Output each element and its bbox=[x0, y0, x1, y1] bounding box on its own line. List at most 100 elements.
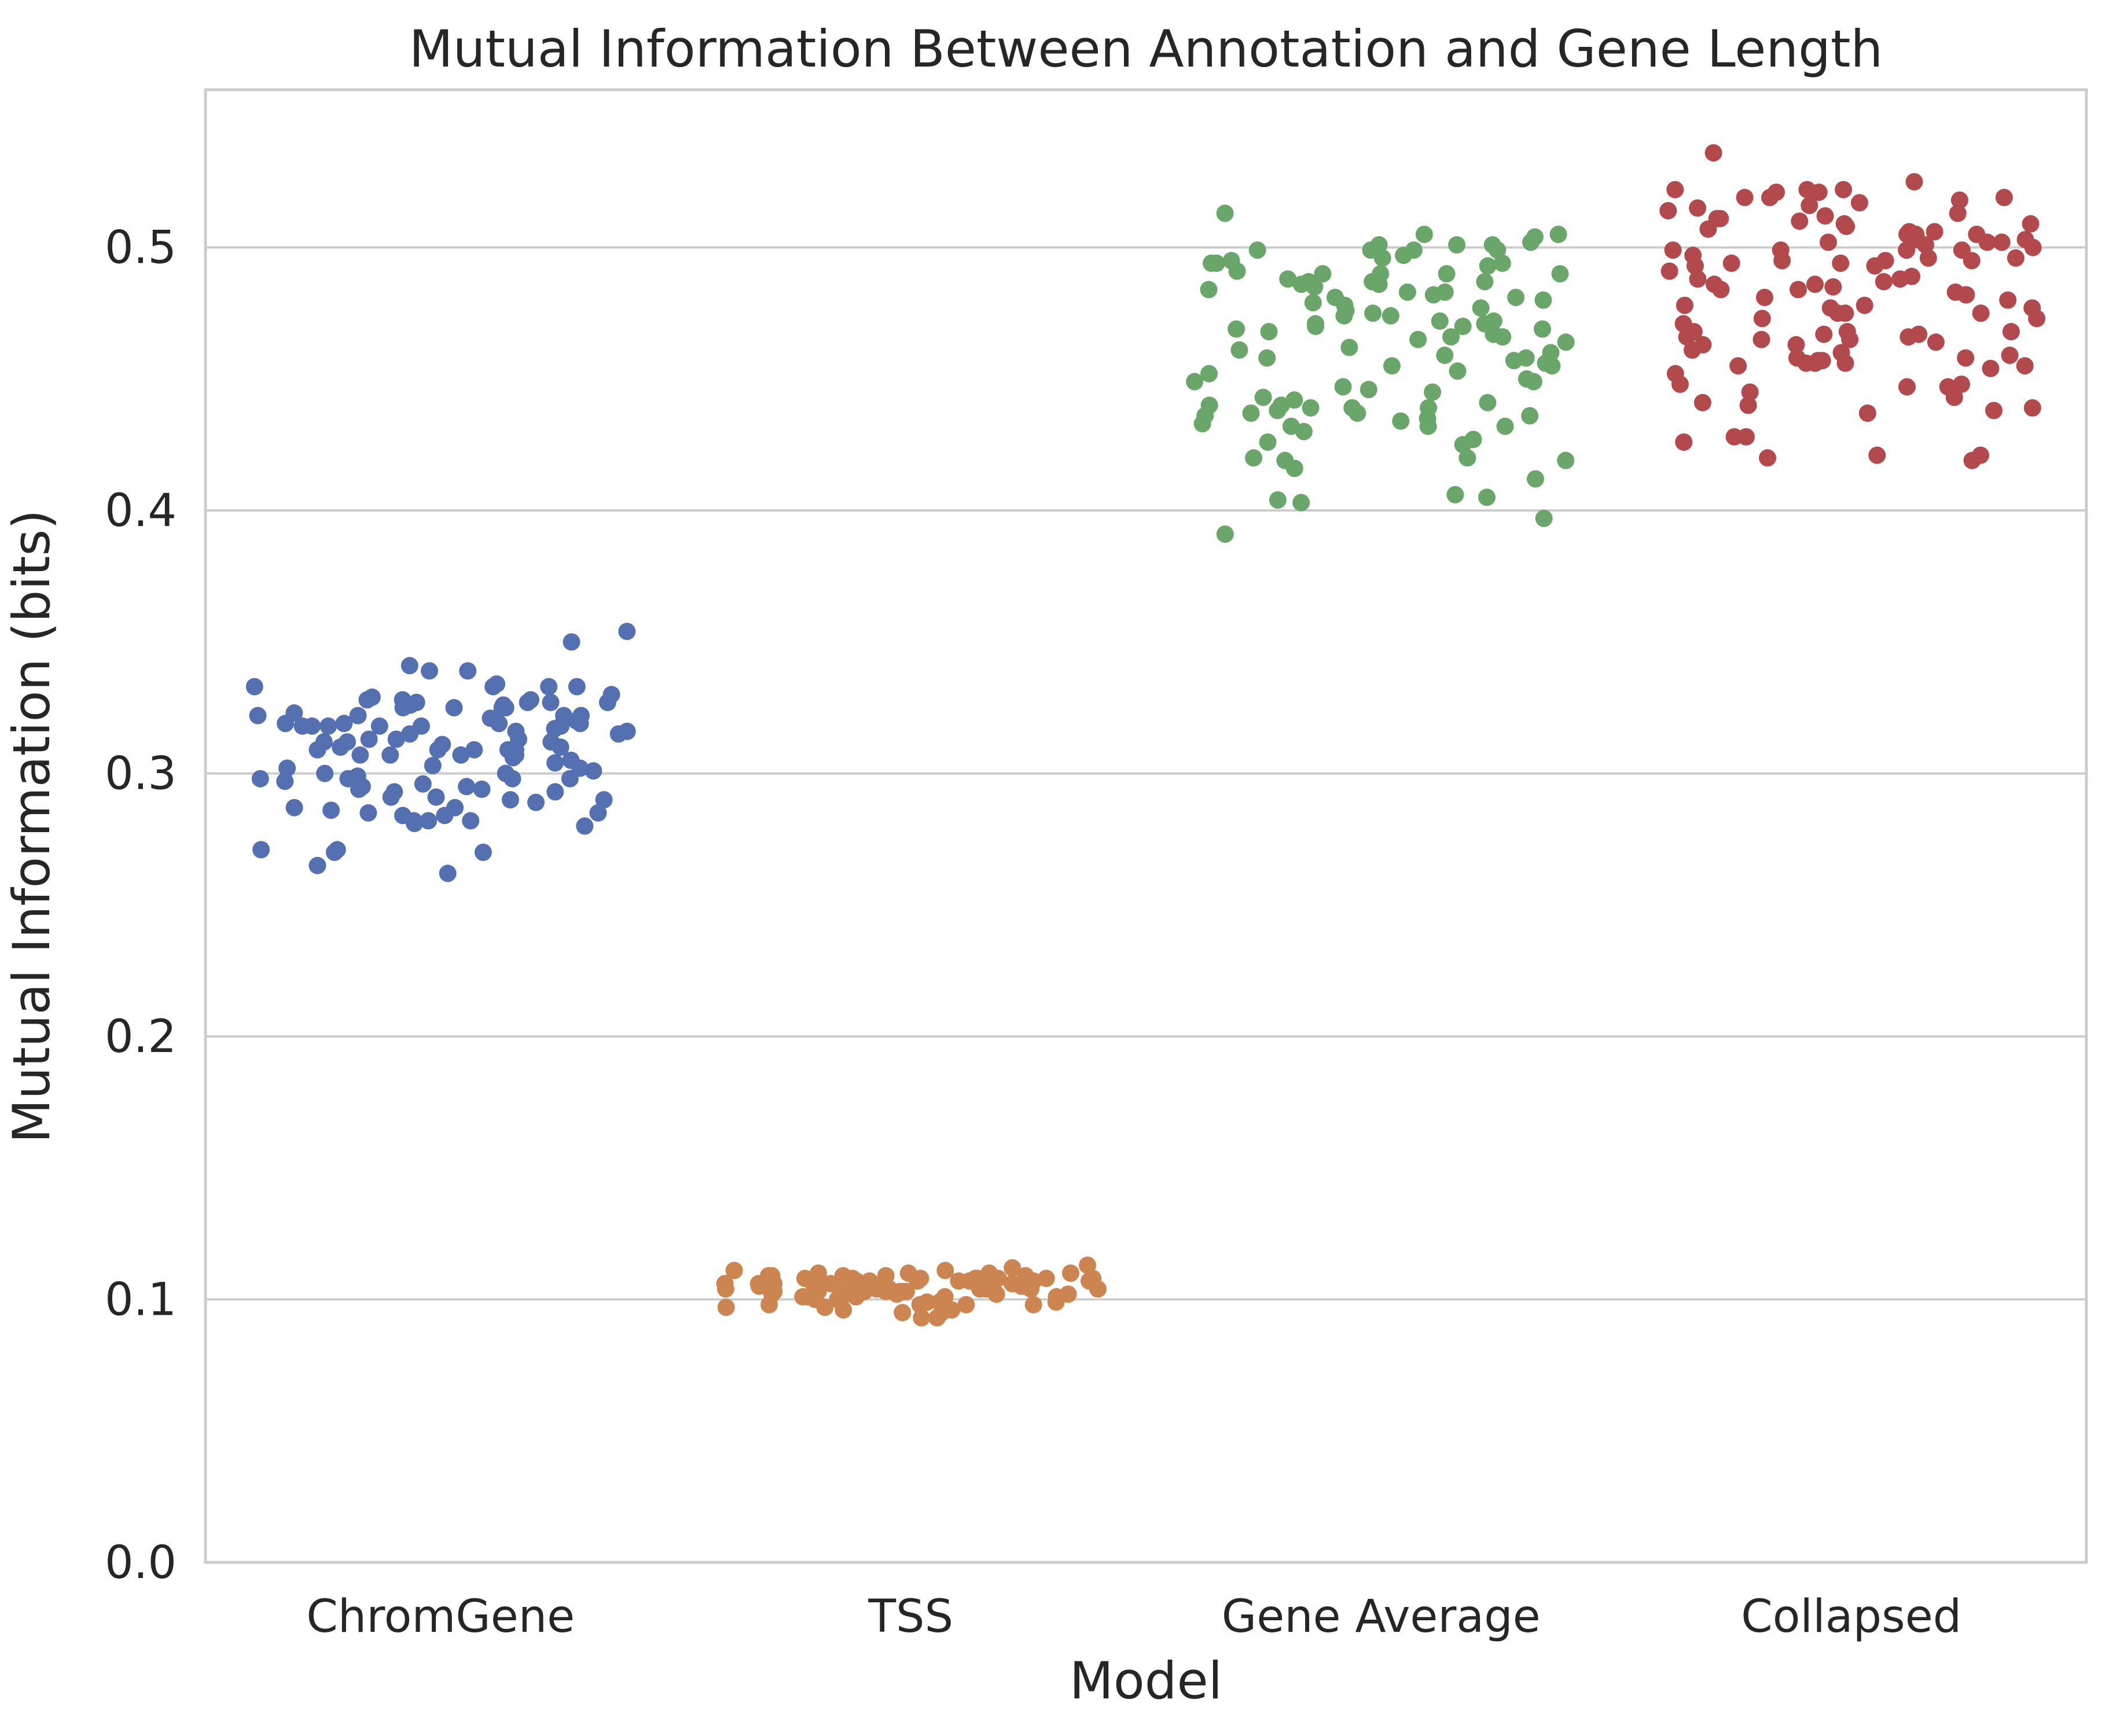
data-point bbox=[1659, 202, 1677, 220]
data-point bbox=[602, 686, 620, 704]
data-point bbox=[1476, 273, 1494, 290]
data-point bbox=[1927, 333, 1945, 351]
data-point bbox=[989, 1270, 1007, 1288]
data-point bbox=[1836, 354, 1854, 372]
data-point bbox=[1436, 283, 1454, 301]
data-point bbox=[1660, 262, 1678, 280]
data-point bbox=[1483, 236, 1501, 254]
data-point bbox=[251, 770, 269, 788]
data-point bbox=[1222, 252, 1240, 270]
data-point bbox=[1373, 249, 1391, 267]
data-point bbox=[1798, 181, 1816, 198]
data-point bbox=[1671, 376, 1689, 393]
data-point bbox=[1314, 265, 1332, 283]
x-tick-label: Collapsed bbox=[1741, 1591, 1961, 1643]
data-point bbox=[351, 746, 369, 764]
data-point bbox=[1978, 233, 1996, 251]
data-point bbox=[462, 812, 480, 830]
data-point bbox=[1381, 307, 1399, 325]
data-point bbox=[519, 693, 537, 711]
data-point bbox=[1360, 381, 1377, 399]
data-point bbox=[381, 746, 399, 764]
data-point bbox=[1292, 494, 1310, 512]
data-point bbox=[957, 1296, 975, 1314]
data-point bbox=[1200, 281, 1218, 299]
data-point bbox=[504, 749, 522, 767]
data-point bbox=[829, 1290, 846, 1308]
data-point bbox=[1995, 189, 2013, 207]
data-point bbox=[899, 1264, 917, 1282]
data-point bbox=[322, 801, 340, 819]
data-point bbox=[1383, 357, 1401, 375]
data-point bbox=[1820, 233, 1837, 251]
data-point bbox=[1838, 218, 1856, 236]
data-point bbox=[1684, 247, 1702, 264]
data-point bbox=[1364, 304, 1382, 322]
data-point bbox=[1203, 254, 1220, 272]
x-tick-label: ChromGene bbox=[306, 1591, 575, 1643]
data-point bbox=[1454, 318, 1472, 335]
data-point bbox=[1496, 417, 1514, 435]
data-point bbox=[1230, 341, 1248, 359]
y-tick-labels: 0.0 0.1 0.2 0.3 0.4 0.5 bbox=[105, 222, 177, 1589]
data-point bbox=[414, 775, 432, 793]
data-point bbox=[278, 759, 296, 777]
data-point bbox=[1047, 1293, 1065, 1311]
data-point bbox=[1676, 296, 1693, 314]
data-point bbox=[1405, 241, 1423, 259]
data-point bbox=[1875, 273, 1893, 290]
y-tick-label: 0.0 bbox=[105, 1537, 177, 1589]
data-point bbox=[1693, 393, 1711, 411]
data-point bbox=[370, 717, 388, 735]
data-point bbox=[1302, 399, 1320, 417]
data-point bbox=[459, 662, 477, 680]
data-point bbox=[1524, 373, 1542, 391]
data-point bbox=[1838, 323, 1856, 341]
data-point bbox=[976, 1280, 994, 1298]
data-point bbox=[877, 1267, 895, 1285]
data-point bbox=[349, 707, 367, 724]
data-point bbox=[1704, 144, 1722, 162]
data-point bbox=[1200, 365, 1218, 382]
data-point bbox=[844, 1277, 862, 1295]
data-point bbox=[2001, 347, 2019, 364]
data-point bbox=[1340, 339, 1358, 356]
data-point bbox=[1260, 323, 1278, 341]
data-point bbox=[335, 715, 353, 733]
data-point bbox=[567, 712, 585, 730]
data-point bbox=[1521, 407, 1539, 425]
data-point bbox=[540, 678, 558, 696]
data-point bbox=[245, 678, 263, 696]
data-point bbox=[1436, 347, 1454, 364]
data-point bbox=[1773, 252, 1791, 270]
data-point bbox=[765, 1282, 783, 1300]
data-point bbox=[1787, 336, 1805, 354]
data-point bbox=[488, 675, 506, 693]
data-point bbox=[1248, 241, 1266, 259]
data-point bbox=[1258, 349, 1276, 367]
data-point bbox=[1186, 373, 1204, 391]
data-point bbox=[339, 770, 357, 788]
data-point bbox=[1254, 388, 1272, 406]
data-point bbox=[1832, 254, 1850, 272]
data-point bbox=[2022, 215, 2040, 233]
data-point bbox=[1505, 352, 1523, 370]
data-point bbox=[385, 783, 403, 801]
data-point bbox=[1706, 275, 1723, 293]
data-point bbox=[1963, 252, 1981, 270]
data-point bbox=[1442, 328, 1460, 346]
data-point bbox=[1535, 509, 1553, 527]
data-point bbox=[589, 804, 607, 822]
data-point bbox=[1982, 359, 2000, 377]
data-point bbox=[1790, 281, 1807, 299]
data-point bbox=[1494, 328, 1512, 346]
data-point bbox=[424, 757, 442, 774]
data-point bbox=[1725, 428, 1743, 446]
data-point bbox=[1446, 486, 1464, 503]
data-point bbox=[1061, 1264, 1079, 1282]
data-point bbox=[1868, 446, 1886, 464]
data-point bbox=[810, 1264, 827, 1282]
data-point bbox=[1392, 412, 1410, 430]
data-point bbox=[552, 738, 569, 756]
